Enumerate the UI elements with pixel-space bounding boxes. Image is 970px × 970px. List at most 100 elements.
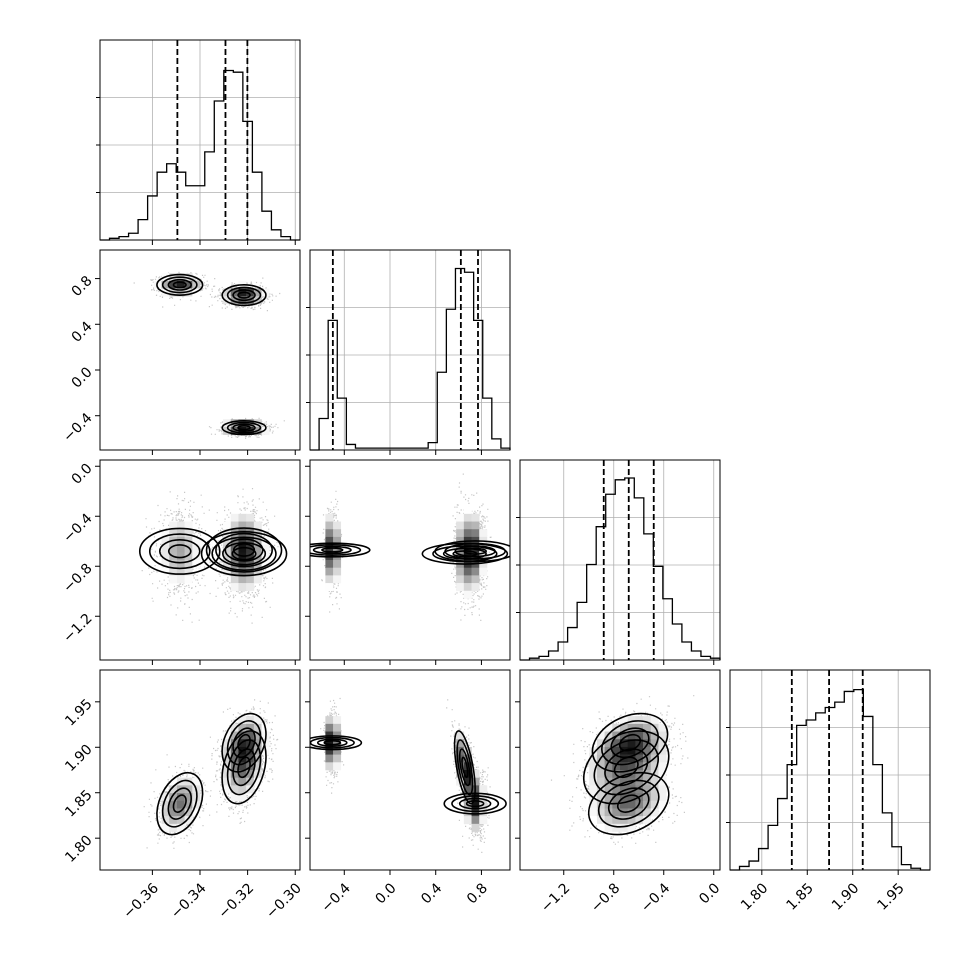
- density-cell: [456, 731, 465, 740]
- density-cell: [471, 567, 480, 576]
- density-cell: [612, 785, 621, 794]
- histogram-step: [520, 477, 721, 661]
- x-tick-label: −0.34: [168, 880, 210, 922]
- density-cell: [650, 716, 659, 725]
- density-cell: [223, 536, 232, 545]
- density-cell: [479, 785, 488, 794]
- panel-frame: [309, 459, 511, 661]
- density-cell: [184, 521, 193, 530]
- contour-line: [215, 532, 273, 568]
- density-cell: [246, 536, 255, 545]
- panel-frame: [99, 669, 301, 871]
- density-cell: [223, 288, 232, 297]
- density-cell: [325, 529, 334, 538]
- density-cell: [325, 716, 334, 725]
- x-tick-label: 1.95: [874, 880, 907, 913]
- density-cell: [658, 723, 667, 732]
- density-cell: [223, 567, 232, 576]
- contour-line: [237, 756, 251, 779]
- density-cell: [650, 800, 659, 809]
- density-cell: [261, 426, 270, 435]
- density-cell: [223, 426, 232, 435]
- contour-line: [323, 740, 342, 746]
- contour-line: [610, 727, 650, 759]
- density-cell: [635, 808, 644, 817]
- density-cell: [643, 816, 652, 825]
- density-cell: [456, 739, 465, 748]
- density-cell: [184, 560, 193, 568]
- scatter-panel-2-0: [99, 459, 301, 661]
- scatter-points: [133, 271, 285, 439]
- scatter-panel-1-0: [99, 249, 301, 451]
- density-cell: [658, 762, 667, 771]
- density-cell: [161, 552, 170, 561]
- density-cell: [246, 583, 255, 592]
- density-cell: [333, 529, 342, 538]
- density-cell: [643, 716, 652, 725]
- density-cell: [456, 513, 465, 522]
- density-cell: [176, 529, 185, 538]
- density-cell: [223, 560, 232, 568]
- density-cell: [479, 529, 488, 538]
- contour-line: [452, 550, 478, 558]
- density-cell: [596, 739, 605, 748]
- x-tick-label: −0.36: [120, 880, 162, 922]
- density-cell: [658, 739, 667, 748]
- density-cell: [620, 800, 628, 809]
- density-cell: [176, 567, 185, 576]
- density-cell: [596, 746, 605, 755]
- density-cell: [635, 777, 644, 786]
- density-cell: [223, 544, 232, 553]
- x-tick-label: 0.0: [696, 880, 723, 907]
- density-cell: [627, 823, 636, 832]
- density-cell: [604, 785, 613, 794]
- density-cell: [604, 793, 613, 802]
- density-cell: [230, 552, 239, 561]
- density-cell: [238, 536, 247, 545]
- density-cell: [643, 793, 652, 802]
- density-cell: [184, 567, 193, 576]
- density-cell: [325, 754, 334, 763]
- y-tick-label: 1.80: [62, 833, 95, 866]
- density-cell: [471, 800, 480, 809]
- density-cell: [635, 754, 644, 763]
- density-cell: [230, 739, 239, 748]
- density-cell: [596, 793, 605, 802]
- density-cell: [184, 793, 193, 802]
- contour-line: [232, 727, 256, 759]
- panel-frame: [309, 249, 511, 451]
- contour-line: [458, 748, 471, 787]
- y-tick-label: 1.95: [62, 696, 95, 729]
- contour-line: [316, 738, 348, 747]
- panel-content: [310, 473, 510, 621]
- density-cell: [589, 816, 598, 825]
- density-cell: [238, 777, 247, 786]
- density-cell: [596, 816, 605, 825]
- density-cell: [223, 521, 232, 530]
- density-cell: [223, 777, 232, 786]
- density-cell: [650, 762, 659, 771]
- density-cell: [184, 808, 193, 817]
- contour-line: [310, 542, 371, 558]
- density-cell: [261, 544, 270, 553]
- density-cell: [627, 746, 636, 755]
- density-cell: [589, 777, 598, 786]
- density-cell: [325, 583, 334, 592]
- density-cell: [238, 770, 247, 778]
- contour-line: [224, 538, 264, 562]
- density-cell: [627, 739, 636, 748]
- y-tick-label: 0.0: [69, 364, 96, 391]
- density-cell: [612, 777, 621, 786]
- contour-line: [453, 730, 476, 805]
- density-cell: [650, 808, 659, 817]
- density-cell: [596, 808, 605, 817]
- density-cell: [176, 544, 185, 553]
- density-cell: [463, 777, 472, 786]
- density-cell: [463, 583, 472, 592]
- contour-line: [211, 536, 277, 571]
- contour-line: [221, 420, 267, 436]
- density-cell: [161, 529, 170, 538]
- density-cell: [230, 583, 239, 592]
- density-cell: [635, 816, 644, 825]
- density-cell: [596, 777, 605, 786]
